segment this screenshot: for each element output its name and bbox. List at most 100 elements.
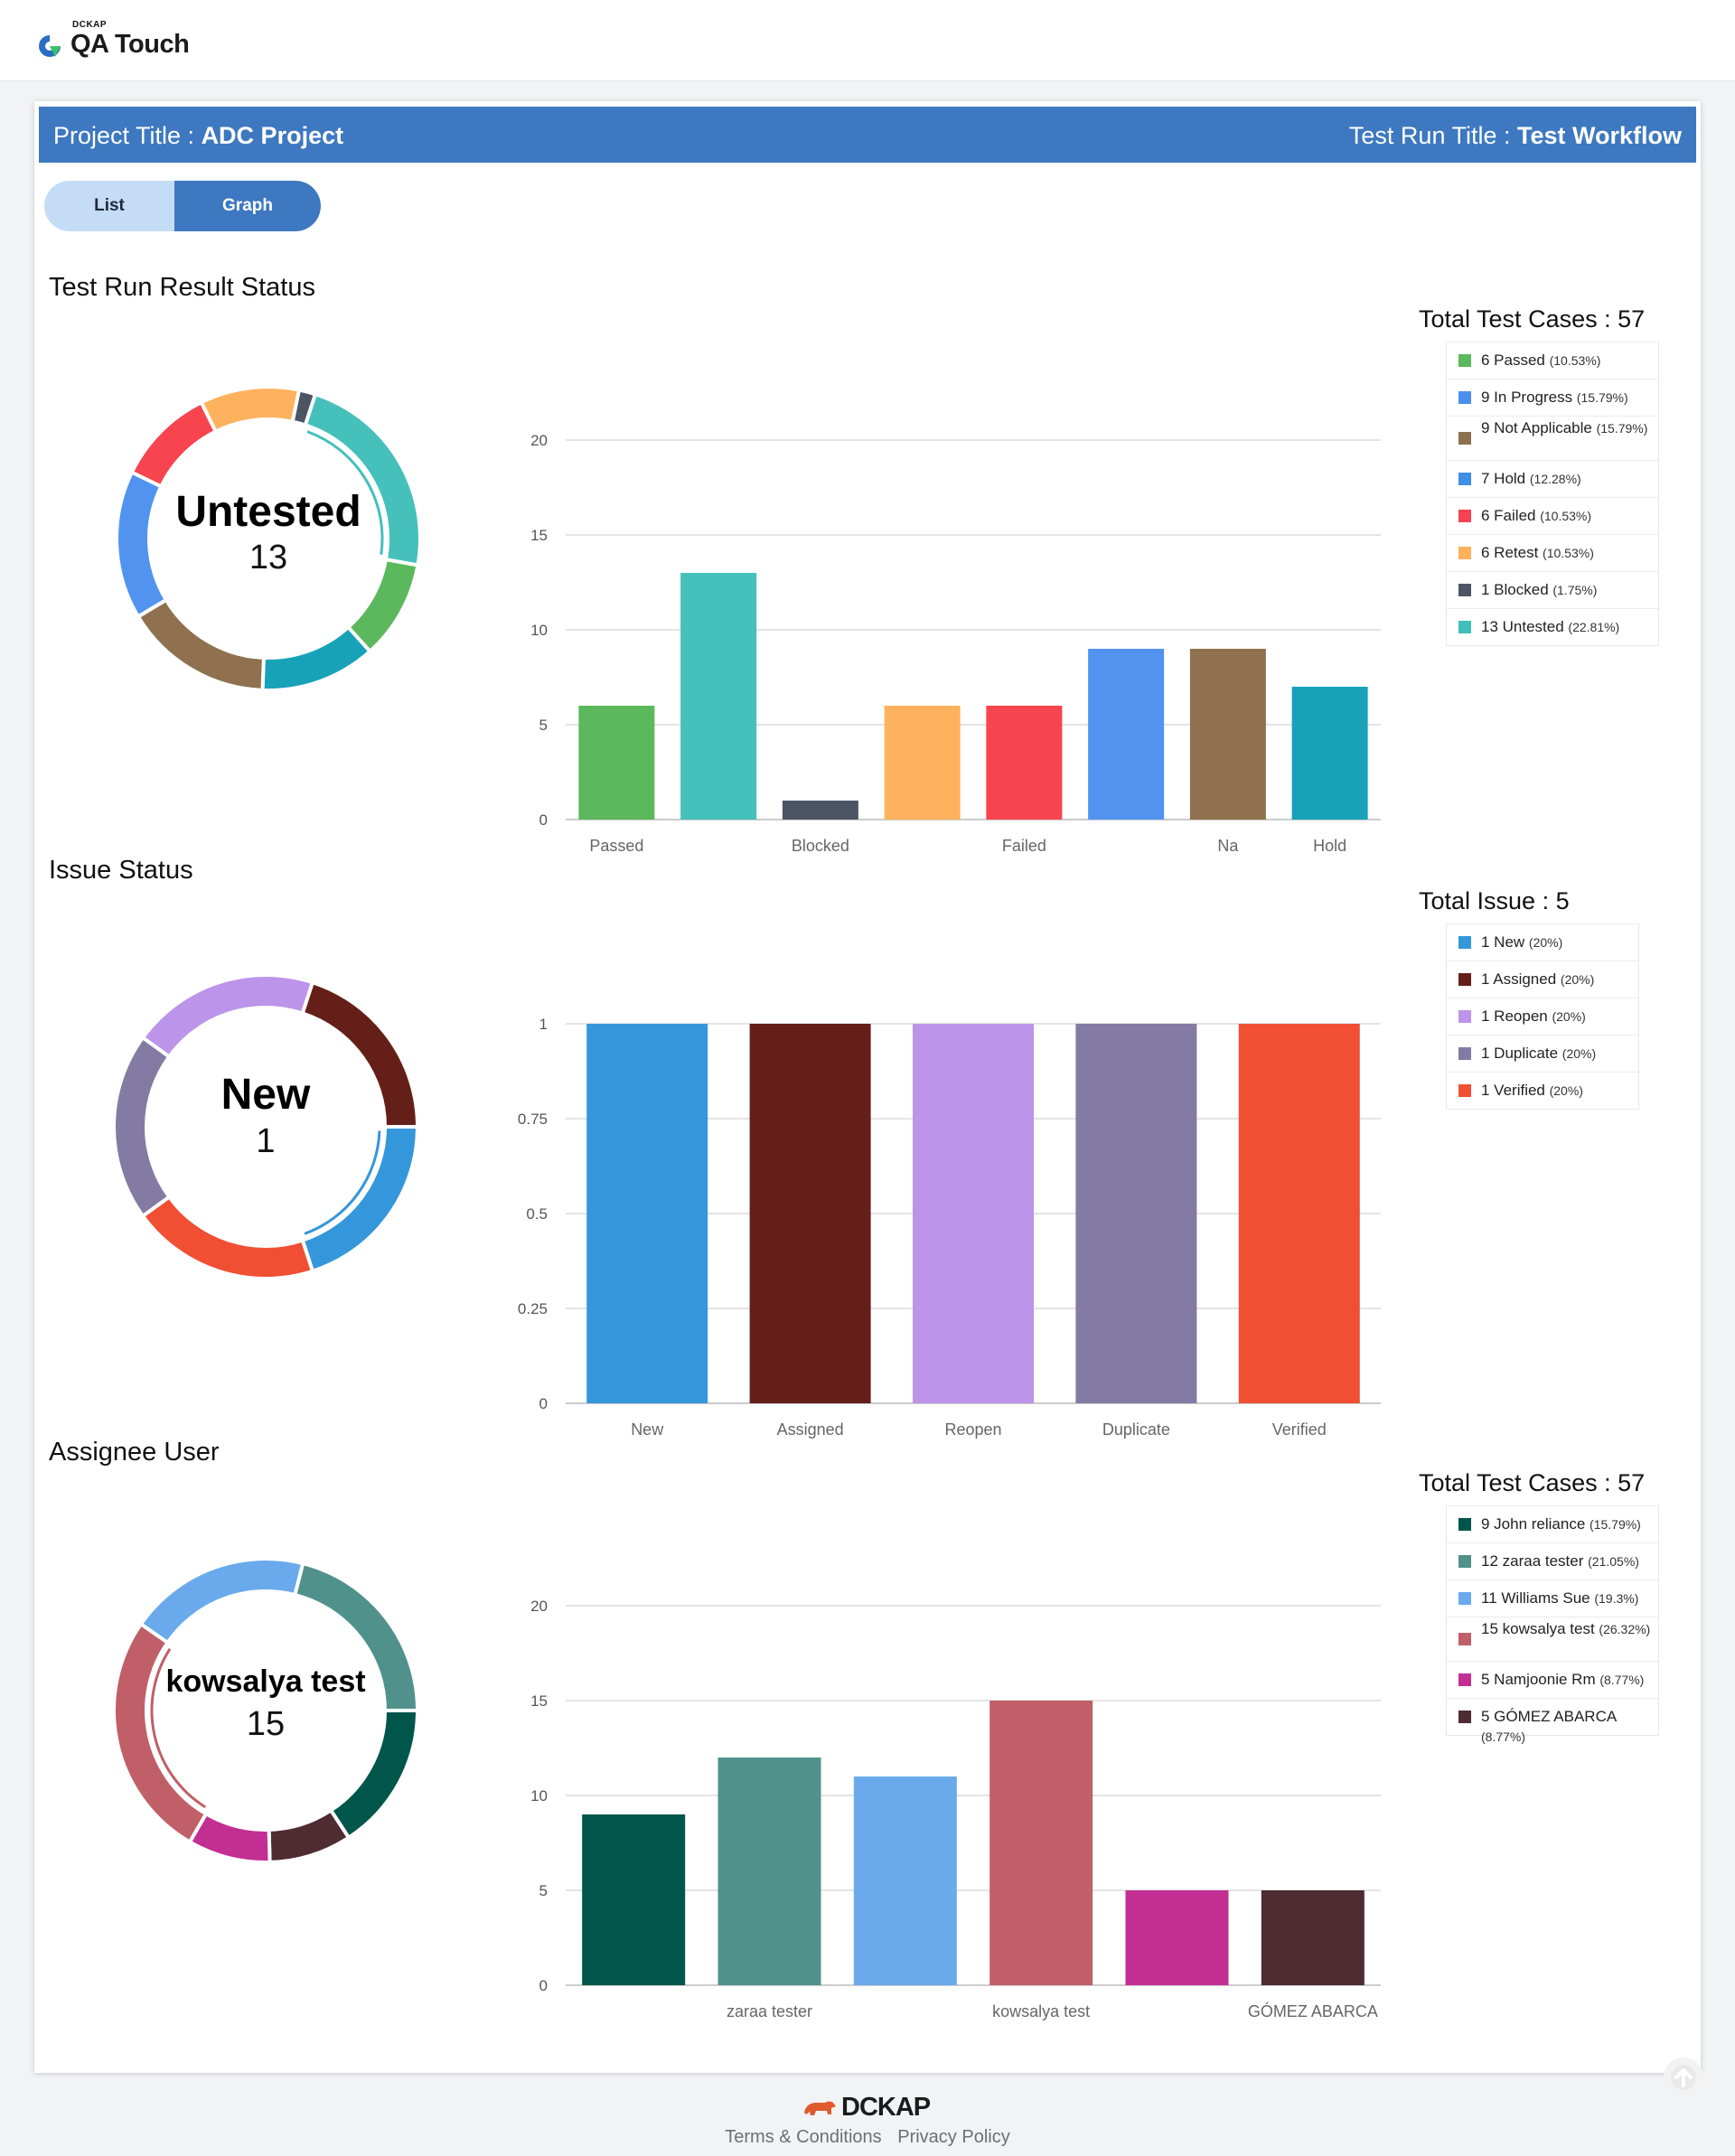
bar-reopen[interactable] xyxy=(913,1024,1034,1403)
legend-item[interactable]: 9 Not Applicable (15.79%) xyxy=(1447,416,1658,460)
bar-in-progress[interactable] xyxy=(1088,649,1165,820)
legend-item[interactable]: 1 Duplicate (20%) xyxy=(1447,1035,1638,1072)
legend-item[interactable]: 9 John reliance (15.79%) xyxy=(1447,1505,1658,1542)
qa-touch-logo[interactable]: DCKAP QA Touch xyxy=(36,20,199,61)
slice-retest[interactable] xyxy=(199,385,302,435)
legend-percent: (10.53%) xyxy=(1549,353,1601,368)
bar-na[interactable] xyxy=(1189,649,1266,820)
legend-swatch xyxy=(1458,1555,1471,1568)
bar-retest[interactable] xyxy=(884,706,961,820)
legend-item[interactable]: 15 kowsalya test (26.32%) xyxy=(1447,1617,1658,1661)
legend-label: 1 Assigned xyxy=(1481,970,1561,988)
slice-verified[interactable] xyxy=(140,1194,315,1280)
legend-label: 5 Namjoonie Rm xyxy=(1481,1671,1600,1688)
test-run-center-label: Untested xyxy=(175,488,361,536)
bar-zaraa-tester[interactable] xyxy=(717,1758,821,1985)
legend-percent: (20%) xyxy=(1528,935,1563,950)
bar-passed[interactable] xyxy=(578,706,655,820)
graph-view-button[interactable]: Graph xyxy=(174,181,321,231)
legend-item[interactable]: 5 Namjoonie Rm (8.77%) xyxy=(1447,1661,1658,1698)
y-tick-label: 10 xyxy=(530,622,548,639)
legend-swatch xyxy=(1458,1084,1471,1097)
y-tick-label: 20 xyxy=(530,432,548,449)
issue-center-label: New xyxy=(220,1071,311,1119)
bar-verified[interactable] xyxy=(1238,1024,1360,1403)
legend-item[interactable]: 7 Hold (12.28%) xyxy=(1447,460,1658,497)
legend-text: 1 Assigned (20%) xyxy=(1481,970,1633,989)
slice-zaraa-tester[interactable] xyxy=(292,1561,420,1712)
slice-g-mez-abarca[interactable] xyxy=(267,1807,352,1864)
legend-percent: (15.79%) xyxy=(1596,421,1648,436)
legend-item[interactable]: 1 Reopen (20%) xyxy=(1447,998,1638,1035)
slice-not-applicable[interactable] xyxy=(136,597,266,692)
legend-item[interactable]: 9 In Progress (15.79%) xyxy=(1447,379,1658,416)
legend-swatch xyxy=(1458,1047,1471,1060)
title-bar: Project Title : ADC Project Test Run Tit… xyxy=(39,107,1696,163)
terms-link[interactable]: Terms & Conditions xyxy=(725,2127,882,2147)
bar-failed[interactable] xyxy=(986,706,1063,820)
legend-item[interactable]: 12 zaraa tester (21.05%) xyxy=(1447,1542,1658,1580)
slice-reopen[interactable] xyxy=(140,973,315,1060)
privacy-link[interactable]: Privacy Policy xyxy=(897,2127,1010,2147)
legend-percent: (20%) xyxy=(1549,1083,1583,1098)
legend-label: 1 Duplicate xyxy=(1481,1045,1562,1062)
x-tick-label: Blocked xyxy=(792,837,849,855)
bar-hold[interactable] xyxy=(1291,687,1368,820)
legend-item[interactable]: 6 Retest (10.53%) xyxy=(1447,534,1658,571)
legend-item[interactable]: 13 Untested (22.81%) xyxy=(1447,608,1658,645)
y-tick-label: 1 xyxy=(539,1016,548,1033)
list-view-button[interactable]: List xyxy=(94,196,125,215)
active-slice-ring xyxy=(306,430,384,555)
legend-label: 9 John reliance xyxy=(1481,1515,1590,1533)
legend-swatch xyxy=(1458,973,1471,986)
bar-untested[interactable] xyxy=(680,573,757,820)
issue-status-title: Issue Status xyxy=(49,856,193,885)
slice-blocked[interactable] xyxy=(290,388,318,427)
dckap-footer-brand: DCKAP xyxy=(841,2093,931,2122)
slice-williams-sue[interactable] xyxy=(138,1557,305,1645)
y-tick-label: 5 xyxy=(539,1882,548,1899)
x-tick-label: Reopen xyxy=(944,1420,1001,1439)
arrow-up-icon xyxy=(1671,2065,1696,2090)
legend-item[interactable]: 6 Failed (10.53%) xyxy=(1447,497,1658,534)
bar-williams-sue[interactable] xyxy=(853,1776,957,1985)
legend-item[interactable]: 1 Assigned (20%) xyxy=(1447,961,1638,998)
y-tick-label: 0 xyxy=(539,1977,548,1994)
bar-assigned[interactable] xyxy=(749,1024,871,1403)
bar-blocked[interactable] xyxy=(782,801,858,820)
bar-kowsalya-test[interactable] xyxy=(989,1701,1093,1985)
legend-item[interactable]: 6 Passed (10.53%) xyxy=(1447,342,1658,379)
legend-text: 11 Williams Sue (19.3%) xyxy=(1481,1589,1653,1608)
legend-text: 9 John reliance (15.79%) xyxy=(1481,1514,1653,1534)
legend-item[interactable]: 1 Verified (20%) xyxy=(1447,1072,1638,1109)
legend-text: 9 In Progress (15.79%) xyxy=(1481,388,1653,408)
legend-label: 1 Reopen xyxy=(1481,1008,1552,1025)
legend-item[interactable]: 1 Blocked (1.75%) xyxy=(1447,571,1658,608)
slice-hold[interactable] xyxy=(260,624,373,692)
legend-label: 6 Passed xyxy=(1481,352,1550,369)
x-tick-label: Verified xyxy=(1272,1420,1327,1439)
x-tick-label: Failed xyxy=(1002,837,1046,855)
slice-assigned[interactable] xyxy=(300,980,420,1129)
bar-john-reliance[interactable] xyxy=(582,1814,686,1985)
bar-g-mez-abarca[interactable] xyxy=(1261,1890,1365,1985)
bar-duplicate[interactable] xyxy=(1075,1024,1197,1403)
legend-text: 5 Namjoonie Rm (8.77%) xyxy=(1481,1670,1653,1690)
legend-swatch xyxy=(1458,1673,1471,1686)
y-tick-label: 5 xyxy=(539,717,548,734)
y-tick-label: 20 xyxy=(530,1598,548,1615)
legend-swatch xyxy=(1458,1633,1471,1645)
dckap-footer-logo[interactable]: DCKAP xyxy=(802,2091,937,2122)
scroll-to-top-button[interactable] xyxy=(1664,2058,1703,2097)
legend-percent: (8.77%) xyxy=(1599,1673,1645,1687)
legend-item[interactable]: 1 New (20%) xyxy=(1447,923,1638,961)
slice-failed[interactable] xyxy=(129,399,219,490)
bar-namjoonie-rm[interactable] xyxy=(1125,1890,1229,1985)
legend-swatch xyxy=(1458,510,1471,522)
legend-text: 1 Blocked (1.75%) xyxy=(1481,580,1653,600)
legend-text: 1 Verified (20%) xyxy=(1481,1081,1633,1101)
bar-new[interactable] xyxy=(586,1024,708,1403)
legend-label: 7 Hold xyxy=(1481,470,1530,487)
legend-item[interactable]: 5 GÓMEZ ABARCA (8.77%) xyxy=(1447,1698,1658,1744)
legend-item[interactable]: 11 Williams Sue (19.3%) xyxy=(1447,1580,1658,1617)
